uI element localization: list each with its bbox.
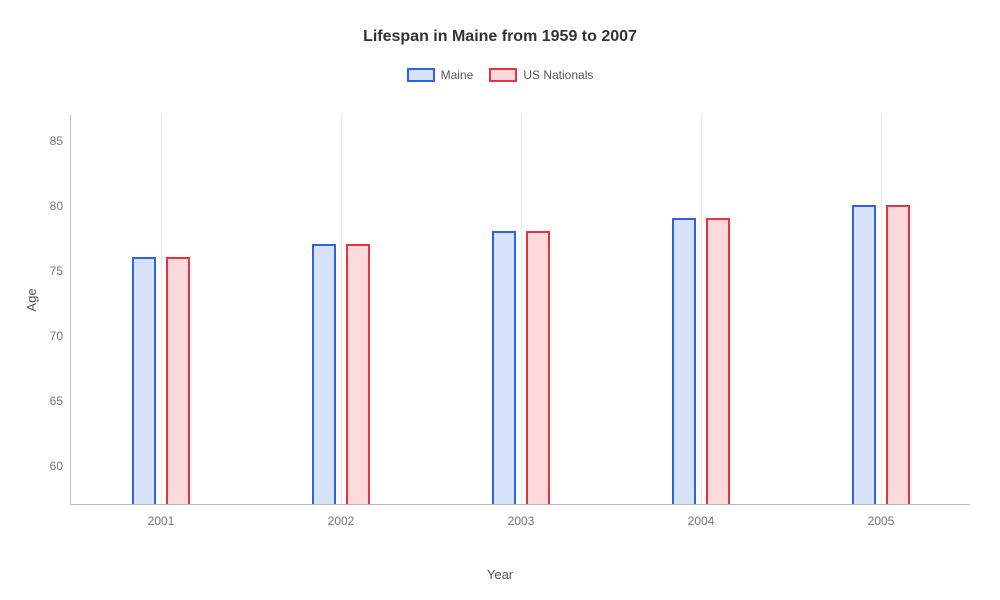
bar <box>526 231 550 504</box>
legend-label-maine: Maine <box>441 68 474 82</box>
chart-title: Lifespan in Maine from 1959 to 2007 <box>0 0 1000 46</box>
y-tick-label: 75 <box>50 264 63 278</box>
bar <box>852 205 876 504</box>
x-tick-label: 2004 <box>688 514 715 528</box>
legend-item-us-nationals: US Nationals <box>489 68 593 82</box>
legend-swatch-us-nationals <box>489 68 517 82</box>
x-tick-label: 2003 <box>508 514 535 528</box>
legend-label-us-nationals: US Nationals <box>523 68 593 82</box>
y-tick-label: 80 <box>50 199 63 213</box>
y-axis-title: Age <box>24 288 39 311</box>
legend-swatch-maine <box>407 68 435 82</box>
gridline-vertical <box>521 115 522 504</box>
bar <box>706 218 730 504</box>
bar <box>886 205 910 504</box>
plot-area: 60657075808520012002200320042005 <box>70 115 970 505</box>
y-tick-label: 60 <box>50 459 63 473</box>
x-axis-title: Year <box>487 567 513 582</box>
bar <box>492 231 516 504</box>
legend-item-maine: Maine <box>407 68 474 82</box>
legend: Maine US Nationals <box>0 68 1000 82</box>
y-tick-label: 85 <box>50 134 63 148</box>
gridline-vertical <box>161 115 162 504</box>
gridline-vertical <box>881 115 882 504</box>
bar <box>166 257 190 504</box>
y-tick-label: 65 <box>50 394 63 408</box>
gridline-vertical <box>701 115 702 504</box>
y-tick-label: 70 <box>50 329 63 343</box>
bar <box>672 218 696 504</box>
chart-container: Lifespan in Maine from 1959 to 2007 Main… <box>0 0 1000 600</box>
bar <box>132 257 156 504</box>
x-tick-label: 2001 <box>148 514 175 528</box>
x-tick-label: 2005 <box>868 514 895 528</box>
bar <box>312 244 336 504</box>
bar <box>346 244 370 504</box>
gridline-vertical <box>341 115 342 504</box>
x-tick-label: 2002 <box>328 514 355 528</box>
